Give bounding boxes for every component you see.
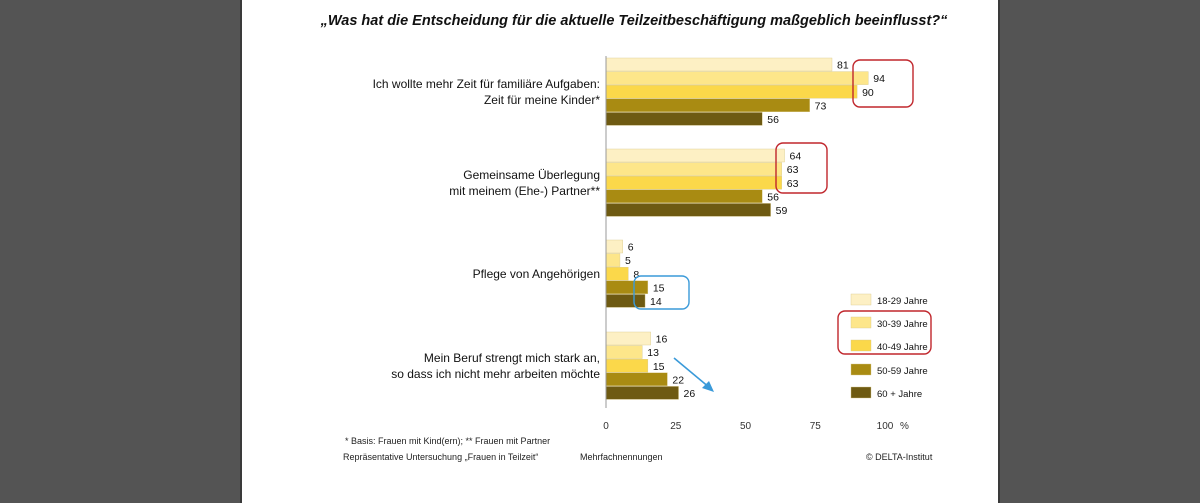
x-tick-label: 50	[740, 421, 752, 432]
value-label: 90	[862, 87, 874, 99]
x-tick-label: 75	[810, 421, 822, 432]
bar	[605, 162, 782, 176]
bar	[605, 267, 629, 281]
bar	[605, 280, 649, 294]
category-label: so dass ich nicht mehr arbeiten möchte	[391, 367, 600, 381]
value-label: 56	[767, 191, 779, 203]
viewer-page-edge-right	[998, 0, 1000, 503]
value-label: 81	[837, 60, 849, 72]
trend-arrow	[673, 357, 714, 392]
legend-swatch	[850, 363, 872, 376]
bar	[605, 372, 668, 386]
footer-basis: * Basis: Frauen mit Kind(ern); ** Frauen…	[345, 436, 550, 446]
value-label: 59	[776, 205, 788, 217]
category-label: mit meinem (Ehe-) Partner**	[449, 184, 600, 198]
x-axis-unit: %	[900, 421, 909, 432]
value-label: 5	[625, 255, 631, 267]
legend-label: 60 + Jahre	[877, 389, 922, 400]
bar	[605, 294, 646, 308]
chart-title: „Was hat die Entscheidung für die aktuel…	[320, 13, 949, 29]
value-label: 15	[653, 361, 665, 373]
x-tick-label: 0	[603, 421, 609, 432]
bar	[605, 175, 782, 190]
highlight-box-pflege	[633, 275, 690, 310]
value-label: 8	[633, 269, 639, 281]
bar	[605, 189, 763, 204]
category-label: Gemeinsame Überlegung	[463, 168, 600, 182]
legend-label: 50-59 Jahre	[877, 366, 928, 377]
footer-copyright: © DELTA-Institut	[866, 452, 933, 462]
footer-note: Mehrfachnennungen	[580, 452, 663, 462]
highlight-box-partner	[775, 142, 828, 194]
bar	[605, 57, 833, 72]
category-label: Ich wollte mehr Zeit für familiäre Aufga…	[373, 77, 600, 91]
value-label: 6	[628, 242, 634, 254]
category-label: Mein Beruf strengt mich stark an,	[424, 351, 600, 365]
value-label: 26	[684, 388, 696, 400]
bar	[605, 148, 785, 163]
bar	[605, 239, 623, 254]
value-label: 63	[787, 164, 799, 176]
category-label: Zeit für meine Kinder*	[484, 93, 600, 107]
legend-swatch	[850, 316, 872, 329]
footer-source: Repräsentative Untersuchung „Frauen in T…	[343, 452, 538, 462]
bar	[605, 386, 679, 400]
value-label: 64	[790, 151, 802, 163]
value-label: 14	[650, 296, 662, 308]
highlight-box-kinder	[852, 59, 914, 108]
x-axis-ticks: 0 25 50 75 100	[603, 421, 894, 432]
bar	[605, 203, 771, 217]
legend-swatch	[850, 386, 872, 399]
legend: 18-29 Jahre 30-39 Jahre 40-49 Jahre 50-59 J…	[850, 293, 928, 400]
legend-label: 18-29 Jahre	[877, 296, 928, 307]
highlight-box-legend	[837, 310, 932, 355]
legend-swatch	[850, 339, 872, 352]
bar	[605, 98, 810, 113]
value-label: 63	[787, 178, 799, 190]
bars	[605, 57, 869, 400]
category-label: Pflege von Angehörigen	[473, 267, 600, 281]
viewer-page-edge-left	[240, 0, 242, 503]
bar	[605, 84, 858, 99]
bar	[605, 359, 649, 373]
bar	[605, 112, 763, 126]
x-tick-label: 25	[670, 421, 682, 432]
bar	[605, 331, 651, 346]
x-tick-label: 100	[877, 421, 894, 432]
value-label: 16	[656, 334, 668, 346]
value-label: 22	[672, 374, 684, 386]
legend-swatch	[850, 293, 872, 306]
category-labels: Ich wollte mehr Zeit für familiäre Aufga…	[373, 77, 601, 381]
value-label: 56	[767, 114, 779, 126]
value-label: 94	[873, 73, 885, 85]
legend-label: 30-39 Jahre	[877, 319, 928, 330]
bar	[605, 253, 621, 267]
value-label: 73	[815, 100, 827, 112]
value-label: 13	[647, 347, 659, 359]
bar	[605, 345, 643, 359]
bar	[605, 71, 869, 85]
value-label: 15	[653, 282, 665, 294]
legend-label: 40-49 Jahre	[877, 342, 928, 353]
